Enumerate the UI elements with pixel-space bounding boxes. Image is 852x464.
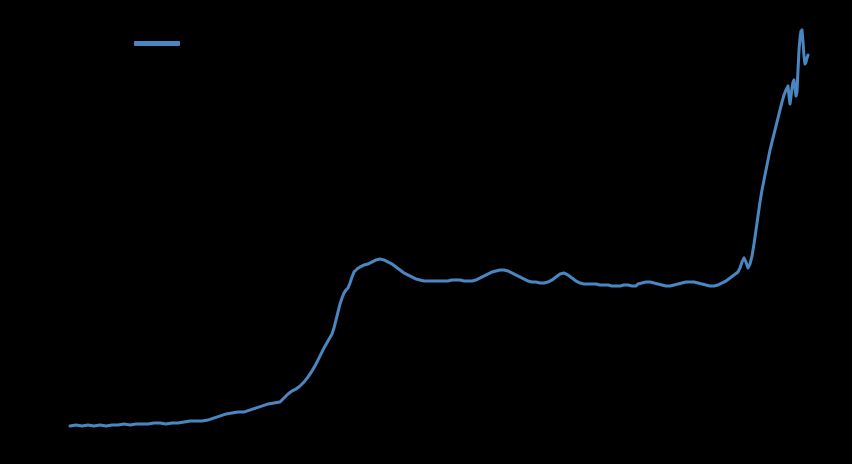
data-series-line [68, 28, 810, 428]
legend-color-swatch-icon [134, 41, 180, 46]
chart-legend [134, 41, 188, 46]
